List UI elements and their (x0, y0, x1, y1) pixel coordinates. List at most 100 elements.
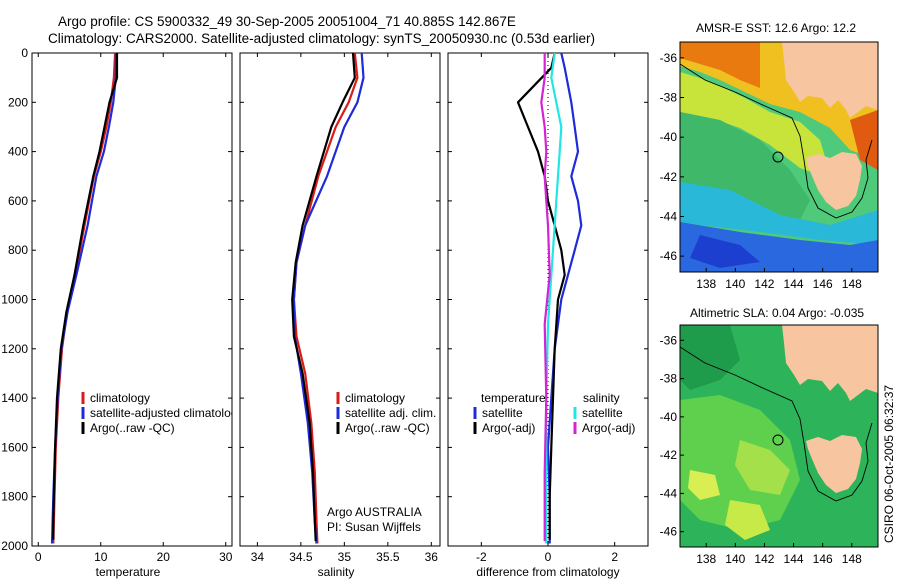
float-program-annotation: Argo AUSTRALIA (327, 505, 422, 519)
depth-tick-label: 200 (8, 95, 28, 109)
sst-green-mid-band (680, 112, 810, 220)
salinity-legend: climatology satellite adj. clim. Argo(..… (336, 391, 436, 435)
depth-tick-label: 1400 (1, 391, 28, 405)
sla-yellow-patch-south (725, 500, 770, 540)
depth-tick-label: 2000 (1, 539, 28, 553)
x-tick-label: 34.5 (289, 550, 313, 564)
legend-entry-temp-argo: Argo(-adj) (473, 421, 535, 435)
temperature-xlabel: temperature (96, 565, 161, 579)
lat-tick-label: -36 (660, 333, 678, 347)
sla-map-panel: Altimetric SLA: 0.04 Argo: -0.035 138 140… (660, 306, 879, 566)
sla-land-mainland (782, 325, 878, 401)
lon-tick-label: 140 (725, 277, 745, 291)
profile-line-temp-argo (516, 53, 566, 540)
sst-shelf-contour (680, 63, 873, 219)
legend-entry-satellite-adj: satellite adj. clim. (336, 406, 436, 420)
profile-line-sal-argo (540, 53, 551, 542)
temperature-panel: 0 200 400 600 800 1000 1200 1400 1600 1800 2000 0 1… (1, 46, 243, 579)
lat-tick-label: -40 (660, 410, 678, 424)
x-tick-label: 30 (219, 550, 233, 564)
legend-entry-argo: Argo(..raw -QC) (81, 421, 175, 435)
sla-shelf-contour (680, 346, 873, 502)
lat-tick-label: -40 (660, 130, 678, 144)
lat-tick-label: -46 (660, 249, 678, 263)
sst-lon-tick-labels: 138 140 142 144 146 148 (696, 268, 862, 291)
legend-entry-temp-satellite: satellite (473, 406, 523, 420)
sla-map-frame (679, 324, 879, 548)
sst-hot-coastal-strip (850, 110, 878, 170)
sla-lat-tick-labels: -36 -38 -40 -42 -44 -46 (660, 333, 684, 539)
x-tick-label: 34 (251, 550, 265, 564)
difference-legend: temperature salinity satellite Argo(-adj… (473, 391, 635, 435)
profile-line-argo (291, 53, 356, 542)
difference-tick-labels: -2 0 2 (448, 52, 648, 564)
sla-yellow-green-patch (735, 440, 790, 495)
legend-label-satellite-adj: satellite adj. clim. (345, 406, 436, 420)
sst-land-tasmania (806, 152, 862, 210)
legend-entry-argo: Argo(..raw -QC) (336, 421, 430, 435)
legend-entry-climatology: climatology (336, 391, 405, 405)
legend-label-satellite-adjusted: satellite-adjusted climatology (90, 406, 243, 420)
legend-label-argo: Argo(..raw -QC) (345, 421, 430, 435)
sst-map-panel: AMSR-E SST: 12.6 Argo: 12.2 138 140 142 144… (660, 21, 879, 291)
lon-tick-label: 138 (696, 552, 716, 566)
depth-tick-label: 1000 (1, 293, 28, 307)
sst-deep-cold-patch (690, 235, 760, 268)
x-tick-label: 20 (157, 550, 171, 564)
lon-tick-label: 144 (784, 552, 804, 566)
lon-tick-label: 144 (784, 277, 804, 291)
temperature-tick-labels: 0 10 20 30 (35, 53, 233, 564)
difference-panel: -2 0 2 difference from climatology tempera… (447, 52, 649, 579)
legend-label-sal-argo: Argo(-adj) (582, 421, 635, 435)
depth-tick-label: 1800 (1, 490, 28, 504)
sla-land-tasmania (806, 435, 862, 493)
x-tick-label: 35 (338, 550, 352, 564)
lon-tick-label: 142 (754, 552, 774, 566)
sla-dark-green-northwest (680, 325, 740, 390)
sst-warm-coastal-band (680, 42, 760, 88)
difference-xlabel: difference from climatology (476, 565, 619, 579)
legend-label-temp-argo: Argo(-adj) (482, 421, 535, 435)
legend-entry-satellite-adjusted: satellite-adjusted climatology (81, 406, 243, 420)
lat-tick-label: -42 (660, 448, 678, 462)
lon-tick-label: 148 (842, 552, 862, 566)
legend-label-sal-satellite: satellite (582, 406, 623, 420)
legend-label-argo: Argo(..raw -QC) (90, 421, 175, 435)
profile-line-temp-satellite (546, 53, 583, 544)
figure-title-line1: Argo profile: CS 5900332_49 30-Sep-2005 … (58, 14, 516, 29)
salinity-profiles (291, 53, 365, 544)
lat-tick-label: -44 (660, 209, 678, 223)
lat-tick-label: -38 (660, 91, 678, 105)
lat-tick-label: -42 (660, 170, 678, 184)
legend-entry-climatology: climatology (81, 391, 150, 405)
x-tick-label: 2 (611, 550, 618, 564)
profile-line-argo (52, 53, 119, 540)
sst-argo-position-marker (772, 151, 784, 163)
depth-tick-label: 800 (8, 243, 28, 257)
salinity-axes-frame (239, 52, 441, 547)
temperature-profiles (50, 53, 119, 544)
lon-tick-label: 138 (696, 277, 716, 291)
salinity-panel: 34 34.5 35 35.5 36 salinity climatology sate… (239, 52, 441, 579)
depth-tick-label: 1200 (1, 342, 28, 356)
depth-tick-label: 600 (8, 194, 28, 208)
figure-title-line2: Climatology: CARS2000. Satellite-adjuste… (48, 31, 595, 46)
x-tick-label: 36 (425, 550, 439, 564)
legend-label-temp-satellite: satellite (482, 406, 523, 420)
sst-yellow-transition (680, 72, 826, 175)
sst-cool-cyan-band (680, 182, 878, 245)
sst-map-field (680, 42, 878, 272)
sst-land-mainland (782, 42, 878, 118)
lat-tick-label: -36 (660, 51, 678, 65)
legend-label-climatology: climatology (90, 391, 150, 405)
sla-lon-tick-labels: 138 140 142 144 146 148 (696, 543, 862, 566)
principal-investigator-annotation: PI: Susan Wijffels (327, 520, 421, 534)
lat-tick-label: -44 (660, 486, 678, 500)
sla-map-field (680, 325, 878, 547)
lon-tick-label: 142 (754, 277, 774, 291)
salinity-xlabel: salinity (318, 565, 355, 579)
difference-profiles (516, 53, 583, 544)
csiro-timestamp-credit: CSIRO 06-Oct-2005 06:32:37 (882, 385, 896, 543)
x-tick-label: 0 (35, 550, 42, 564)
